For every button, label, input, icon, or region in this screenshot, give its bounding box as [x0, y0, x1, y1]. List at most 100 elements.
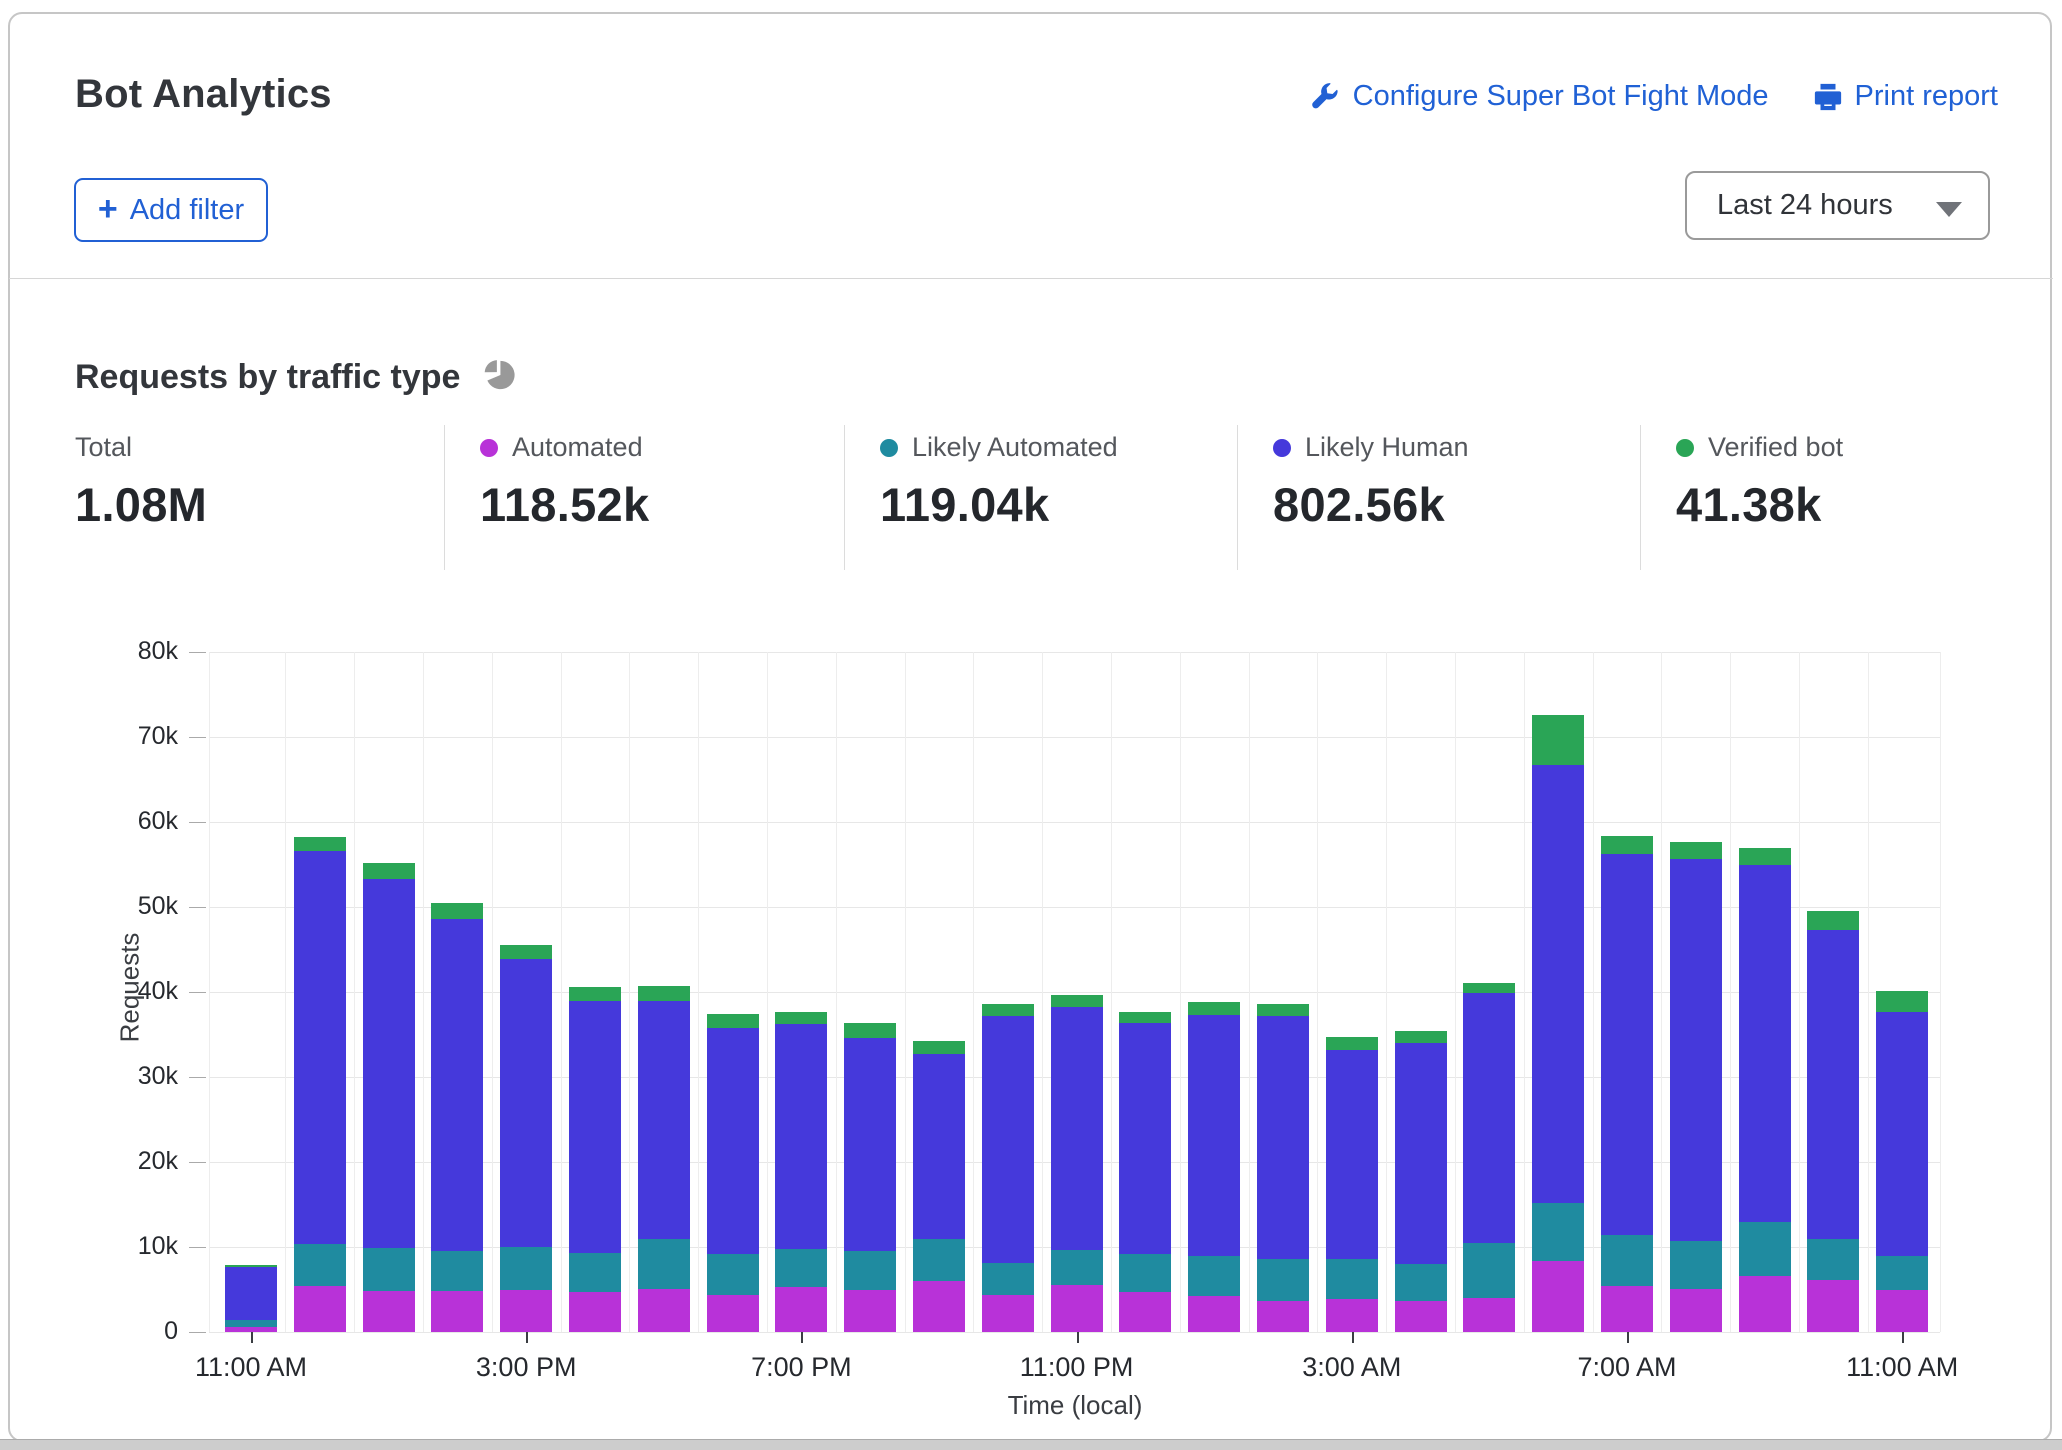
- bar-segment-likely-human[interactable]: [225, 1267, 277, 1321]
- bar-segment-verified-bot[interactable]: [1532, 714, 1585, 766]
- stacked-bar-700pm[interactable]: [775, 1011, 828, 1332]
- bar-segment-automated[interactable]: [1188, 1296, 1241, 1332]
- bar-segment-likely-automated[interactable]: [362, 1247, 415, 1292]
- bar-segment-automated[interactable]: [1325, 1298, 1378, 1332]
- stacked-bar-400am[interactable]: [1394, 1031, 1447, 1332]
- bar-segment-automated[interactable]: [1807, 1280, 1860, 1332]
- bar-segment-automated[interactable]: [1050, 1285, 1103, 1332]
- bar-segment-likely-human[interactable]: [500, 958, 553, 1248]
- bar-segment-verified-bot[interactable]: [1807, 911, 1860, 930]
- bar-segment-verified-bot[interactable]: [1050, 995, 1103, 1008]
- bar-segment-likely-human[interactable]: [1188, 1014, 1241, 1256]
- bar-segment-verified-bot[interactable]: [1394, 1031, 1447, 1044]
- bar-segment-verified-bot[interactable]: [431, 902, 484, 919]
- bar-segment-likely-automated[interactable]: [1601, 1235, 1653, 1287]
- stacked-bar-1000am[interactable]: [1807, 911, 1860, 1332]
- bar-segment-verified-bot[interactable]: [844, 1022, 897, 1038]
- bar-segment-likely-human[interactable]: [1463, 992, 1516, 1243]
- bar-segment-automated[interactable]: [706, 1295, 759, 1332]
- bar-segment-verified-bot[interactable]: [706, 1014, 759, 1028]
- stacked-bar-100am[interactable]: [1188, 1002, 1241, 1332]
- stacked-bar-1200pm[interactable]: [293, 837, 346, 1332]
- bar-segment-verified-bot[interactable]: [637, 986, 690, 1001]
- stacked-bar-200am[interactable]: [1257, 1003, 1309, 1332]
- bar-segment-likely-human[interactable]: [1601, 854, 1653, 1236]
- bar-segment-verified-bot[interactable]: [1188, 1002, 1241, 1015]
- stacked-bar-800pm[interactable]: [844, 1022, 897, 1332]
- time-range-dropdown[interactable]: Last 24 hours: [1685, 171, 1990, 240]
- bar-segment-likely-automated[interactable]: [1188, 1255, 1241, 1297]
- bar-segment-verified-bot[interactable]: [1119, 1011, 1172, 1024]
- bar-segment-verified-bot[interactable]: [362, 862, 415, 879]
- stacked-bar-300pm[interactable]: [500, 945, 553, 1332]
- bar-segment-verified-bot[interactable]: [1325, 1037, 1378, 1050]
- bar-segment-automated[interactable]: [1463, 1298, 1516, 1332]
- bar-segment-likely-human[interactable]: [1325, 1049, 1378, 1259]
- bar-segment-likely-automated[interactable]: [1394, 1264, 1447, 1301]
- print-report-link[interactable]: Print report: [1813, 80, 1998, 113]
- bar-segment-likely-automated[interactable]: [1738, 1222, 1791, 1276]
- bar-segment-likely-automated[interactable]: [844, 1251, 897, 1291]
- bar-segment-likely-automated[interactable]: [431, 1251, 484, 1292]
- bar-segment-automated[interactable]: [981, 1294, 1034, 1332]
- bar-segment-likely-automated[interactable]: [1532, 1202, 1585, 1262]
- stacked-bar-1000pm[interactable]: [981, 1003, 1034, 1332]
- stacked-bar-1200am[interactable]: [1119, 1011, 1172, 1332]
- bar-segment-likely-human[interactable]: [1532, 765, 1585, 1203]
- stacked-bar-900am[interactable]: [1738, 847, 1791, 1332]
- bar-segment-automated[interactable]: [637, 1288, 690, 1332]
- bar-segment-likely-human[interactable]: [1669, 858, 1722, 1242]
- bar-segment-automated[interactable]: [844, 1290, 897, 1332]
- bar-segment-likely-human[interactable]: [1394, 1043, 1447, 1265]
- bar-segment-verified-bot[interactable]: [1738, 847, 1791, 865]
- bar-segment-automated[interactable]: [362, 1291, 415, 1332]
- bar-segment-verified-bot[interactable]: [981, 1003, 1034, 1016]
- bar-segment-verified-bot[interactable]: [913, 1041, 965, 1055]
- bar-segment-automated[interactable]: [913, 1281, 965, 1332]
- bar-segment-likely-automated[interactable]: [913, 1239, 965, 1281]
- stacked-bar-300am[interactable]: [1325, 1037, 1378, 1332]
- bar-segment-automated[interactable]: [1876, 1290, 1929, 1332]
- bar-segment-likely-human[interactable]: [1050, 1007, 1103, 1250]
- stacked-bar-200pm[interactable]: [431, 902, 484, 1332]
- bar-segment-likely-automated[interactable]: [569, 1252, 621, 1293]
- stacked-bar-100pm[interactable]: [362, 862, 415, 1332]
- bar-segment-automated[interactable]: [431, 1291, 484, 1332]
- bar-segment-likely-human[interactable]: [1119, 1023, 1172, 1254]
- bar-segment-automated[interactable]: [1601, 1286, 1653, 1332]
- stacked-bar-600pm[interactable]: [706, 1014, 759, 1332]
- bar-segment-verified-bot[interactable]: [1669, 841, 1722, 859]
- stacked-bar-700am[interactable]: [1601, 836, 1653, 1332]
- stacked-bar-1100pm[interactable]: [1050, 995, 1103, 1332]
- stacked-bar-600am[interactable]: [1532, 714, 1585, 1332]
- bar-segment-verified-bot[interactable]: [1257, 1003, 1309, 1016]
- bar-segment-likely-automated[interactable]: [500, 1247, 553, 1291]
- bar-segment-likely-human[interactable]: [569, 1001, 621, 1253]
- stacked-bar-800am[interactable]: [1669, 841, 1722, 1332]
- stacked-bar-500pm[interactable]: [637, 986, 690, 1332]
- bar-segment-automated[interactable]: [775, 1286, 828, 1332]
- bar-segment-automated[interactable]: [1257, 1301, 1309, 1332]
- bar-segment-likely-human[interactable]: [1257, 1015, 1309, 1259]
- bar-segment-likely-human[interactable]: [913, 1054, 965, 1240]
- bar-segment-likely-automated[interactable]: [1119, 1253, 1172, 1293]
- stacked-bar-1100am[interactable]: [1876, 991, 1929, 1332]
- stacked-bar-900pm[interactable]: [913, 1041, 965, 1332]
- bar-segment-likely-human[interactable]: [362, 878, 415, 1248]
- bar-segment-likely-automated[interactable]: [637, 1239, 690, 1289]
- configure-super-bot-fight-mode-link[interactable]: Configure Super Bot Fight Mode: [1311, 80, 1769, 113]
- bar-segment-likely-automated[interactable]: [706, 1253, 759, 1296]
- stacked-bar-1100am[interactable]: [225, 1264, 277, 1332]
- bar-segment-automated[interactable]: [225, 1326, 277, 1332]
- bar-segment-automated[interactable]: [1532, 1261, 1585, 1332]
- bar-segment-likely-automated[interactable]: [1807, 1239, 1860, 1281]
- bar-segment-verified-bot[interactable]: [500, 945, 553, 959]
- bar-segment-likely-human[interactable]: [637, 1000, 690, 1240]
- bar-segment-verified-bot[interactable]: [775, 1011, 828, 1025]
- bar-segment-likely-automated[interactable]: [1325, 1258, 1378, 1299]
- bar-segment-likely-automated[interactable]: [293, 1243, 346, 1287]
- bar-segment-likely-human[interactable]: [431, 918, 484, 1252]
- bar-segment-likely-automated[interactable]: [225, 1320, 277, 1327]
- bar-segment-automated[interactable]: [1669, 1288, 1722, 1332]
- bar-segment-verified-bot[interactable]: [1601, 836, 1653, 855]
